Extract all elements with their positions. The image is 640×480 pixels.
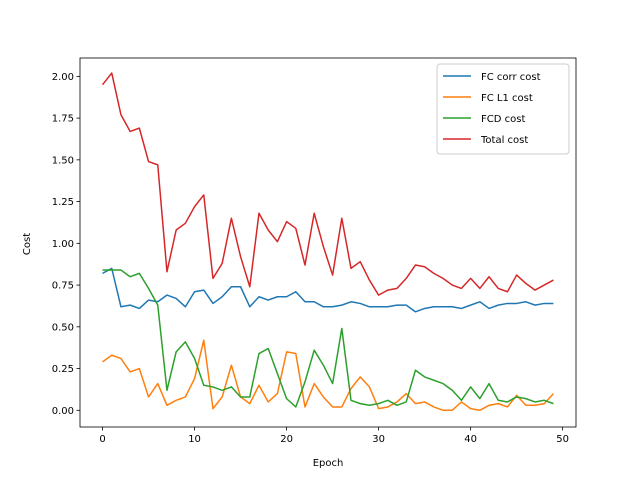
legend-label-0: FC corr cost <box>481 72 541 83</box>
y-tick-label: 1.75 <box>52 114 74 125</box>
legend-label-3: Total cost <box>480 135 528 146</box>
series-line-3 <box>101 72 554 296</box>
series-line-1 <box>102 339 555 412</box>
y-tick-label: 0.00 <box>52 406 74 417</box>
x-tick-label: 50 <box>556 434 569 445</box>
legend-box <box>436 63 570 155</box>
series-line-2 <box>102 269 554 408</box>
legend: FC corr cost FC L1 cost FCD cost Total cost <box>436 63 570 155</box>
y-tick-label: 0.25 <box>52 364 74 375</box>
x-tick-label: 20 <box>280 434 293 445</box>
x-tick-label: 0 <box>99 434 105 445</box>
x-tick-label: 40 <box>464 434 477 445</box>
x-axis-label: Epoch <box>313 458 344 469</box>
x-tick-label: 30 <box>372 434 385 445</box>
series-layer <box>101 72 555 412</box>
y-tick-label: 1.50 <box>52 155 74 166</box>
axes-frame <box>79 57 577 428</box>
axes-layer: 0 10 20 30 40 50 0.00 0.25 0.50 0.75 1.00 1.25 1.50 1… <box>52 57 577 445</box>
y-tick-label: 1.25 <box>52 197 74 208</box>
legend-label-2: FCD cost <box>481 114 525 125</box>
y-tick-label: 0.75 <box>52 281 74 292</box>
y-tick-label: 0.50 <box>52 322 74 333</box>
y-tick-label: 2.00 <box>52 72 74 83</box>
series-line-0 <box>102 267 554 313</box>
y-tick-label: 1.00 <box>52 239 74 250</box>
y-axis-label: Cost <box>22 233 33 255</box>
legend-label-1: FC L1 cost <box>481 93 533 104</box>
x-tick-label: 10 <box>188 434 201 445</box>
